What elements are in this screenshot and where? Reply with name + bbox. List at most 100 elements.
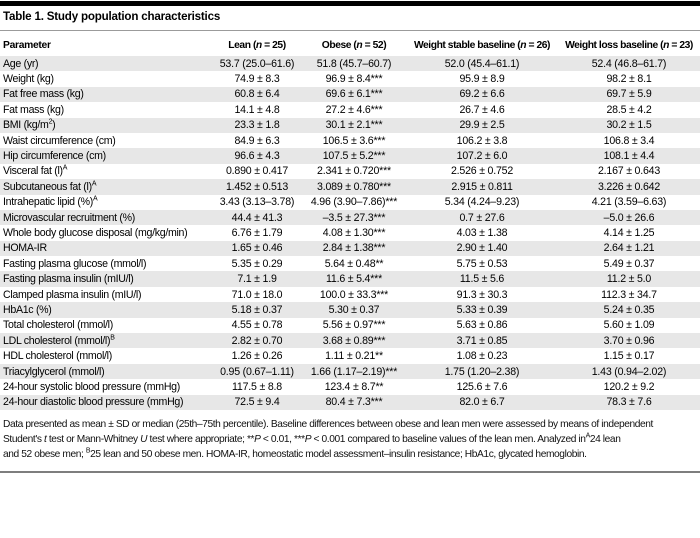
value-cell: 1.43 (0.94–2.02)	[591, 365, 667, 378]
value-cell: –3.5 ± 27.3***	[322, 211, 386, 224]
param-cell: BMI (kg/m2)	[3, 118, 56, 132]
value-cell: 78.3 ± 7.6	[606, 396, 652, 409]
param-cell: HOMA-IR	[3, 242, 47, 255]
value-cell: 69.7 ± 5.9	[606, 88, 652, 101]
value-cell: 5.60 ± 1.09	[603, 319, 655, 332]
value-cell: 1.75 (1.20–2.38)	[444, 365, 520, 378]
table-row: Clamped plasma insulin (mIU/l) 71.0 ± 18.…	[0, 287, 700, 302]
value-cell: 0.95 (0.67–1.11)	[220, 365, 294, 378]
value-cell: 11.5 ± 5.6	[459, 273, 505, 286]
value-cell: 72.5 ± 9.4	[234, 396, 280, 409]
value-cell: 3.71 ± 0.85	[456, 334, 508, 347]
value-cell: 106.5 ± 3.6***	[322, 134, 386, 147]
value-cell: 69.2 ± 6.6	[459, 88, 505, 101]
table-row: HOMA-IR 1.65 ± 0.46 2.84 ± 1.38*** 2.90 ± 1…	[0, 240, 700, 257]
table-row: HbA1c (%) 5.18 ± 0.37 5.30 ± 0.37 5.33 ± 0.…	[0, 302, 700, 318]
table-row: Fat mass (kg) 14.1 ± 4.8 27.2 ± 4.6*** 26.7…	[0, 102, 700, 117]
value-cell: 30.1 ± 2.1***	[325, 119, 383, 132]
table-row: Age (yr) 53.7 (25.0–61.6) 51.8 (45.7–60.7)…	[0, 56, 700, 72]
value-cell: 1.08 ± 0.23	[456, 350, 508, 363]
study-characteristics-table: Parameter Lean (n = 25) Obese (n = 52) Weig…	[0, 30, 700, 410]
value-cell: 107.5 ± 5.2***	[322, 150, 386, 163]
value-cell: 5.56 ± 0.97***	[322, 319, 386, 332]
column-header: Weight stable baseline (n = 26)	[413, 40, 551, 51]
param-cell: Fat free mass (kg)	[3, 88, 84, 101]
param-cell: Subcutaneous fat (l)A	[3, 180, 97, 193]
value-cell: 5.35 ± 0.29	[231, 257, 283, 270]
table-row: Weight (kg) 74.9 ± 8.3 96.9 ± 8.4*** 95.9 ±…	[0, 71, 700, 86]
param-cell: HDL cholesterol (mmol/l)	[3, 350, 112, 363]
value-cell: 1.452 ± 0.513	[225, 180, 289, 193]
value-cell: 5.63 ± 0.86	[456, 319, 508, 332]
footnote-line: Student's t test or Mann-Whitney U test …	[3, 432, 621, 446]
value-cell: 53.7 (25.0–61.6)	[219, 57, 295, 70]
value-cell: 1.11 ± 0.21**	[325, 350, 383, 363]
column-header: Lean (n = 25)	[228, 40, 286, 51]
value-cell: 100.0 ± 33.3***	[319, 288, 389, 301]
value-cell: –5.0 ± 26.6	[603, 211, 655, 224]
value-cell: 5.75 ± 0.53	[456, 257, 508, 270]
value-cell: 1.65 ± 0.46	[231, 242, 283, 255]
value-cell: 60.8 ± 6.4	[234, 88, 280, 101]
table-row: Total cholesterol (mmol/l) 4.55 ± 0.78 5.5…	[0, 318, 700, 333]
param-cell: 24-hour diastolic blood pressure (mmHg)	[3, 396, 184, 409]
param-cell: Fasting plasma insulin (mIU/l)	[3, 273, 134, 286]
param-cell: 24-hour systolic blood pressure (mmHg)	[3, 380, 181, 393]
value-cell: 7.1 ± 1.9	[237, 273, 277, 286]
column-header-parameter: Parameter	[3, 40, 51, 51]
value-cell: 52.0 (45.4–61.1)	[444, 57, 520, 70]
footnote-line: Data presented as mean ± SD or median (2…	[3, 419, 653, 430]
value-cell: 0.890 ± 0.417	[225, 165, 289, 178]
value-cell: 98.2 ± 8.1	[606, 73, 652, 86]
value-cell: 2.915 ± 0.811	[451, 180, 513, 193]
param-cell: Triacylglycerol (mmol/l)	[3, 365, 105, 378]
value-cell: 3.226 ± 0.642	[597, 180, 661, 193]
table-row: Waist circumference (cm) 84.9 ± 6.3 106.5 …	[0, 133, 700, 148]
value-cell: 91.3 ± 30.3	[456, 288, 508, 301]
value-cell: 44.4 ± 41.3	[231, 211, 283, 224]
value-cell: 82.0 ± 6.7	[459, 396, 505, 409]
param-cell: LDL cholesterol (mmol/l)B	[3, 334, 115, 347]
param-cell: Waist circumference (cm)	[3, 134, 116, 147]
table-row: Intrahepatic lipid (%)A 3.43 (3.13–3.78) 4…	[0, 195, 700, 210]
table-bottom-rule	[0, 471, 700, 473]
value-cell: 5.33 ± 0.39	[456, 303, 508, 316]
table-row: Visceral fat (l)A 0.890 ± 0.417 2.341 ± 0.…	[0, 164, 700, 179]
value-cell: 6.76 ± 1.79	[231, 226, 283, 239]
value-cell: 3.70 ± 0.96	[603, 334, 655, 347]
value-cell: 23.3 ± 1.8	[234, 119, 280, 132]
param-cell: Whole body glucose disposal (mg/kg/min)	[3, 226, 188, 239]
table-row: Triacylglycerol (mmol/l) 0.95 (0.67–1.11)…	[0, 363, 700, 380]
table-row: Fat free mass (kg) 60.8 ± 6.4 69.6 ± 6.1**…	[0, 86, 700, 103]
table-row: 24-hour diastolic blood pressure (mmHg) 7…	[0, 394, 700, 410]
value-cell: 51.8 (45.7–60.7)	[316, 57, 392, 70]
param-cell: Fat mass (kg)	[3, 103, 64, 116]
value-cell: 4.55 ± 0.78	[231, 319, 283, 332]
param-cell: Intrahepatic lipid (%)A	[3, 195, 98, 209]
value-cell: 3.089 ± 0.780***	[317, 180, 391, 193]
value-cell: 27.2 ± 4.6***	[325, 103, 383, 116]
column-header: Weight loss baseline (n = 23)	[565, 40, 693, 51]
value-cell: 80.4 ± 7.3***	[325, 396, 383, 409]
param-cell: Fasting plasma glucose (mmol/l)	[3, 257, 147, 270]
table-row: HDL cholesterol (mmol/l) 1.26 ± 0.26 1.11 …	[0, 348, 700, 363]
param-cell: HbA1c (%)	[3, 303, 52, 316]
value-cell: 125.6 ± 7.6	[456, 380, 508, 393]
value-cell: 4.21 (3.59–6.63)	[591, 196, 667, 209]
table-title: Table 1. Study population characteristic…	[3, 10, 221, 23]
param-cell: Clamped plasma insulin (mIU/l)	[3, 288, 142, 301]
value-cell: 14.1 ± 4.8	[234, 103, 280, 116]
value-cell: 28.5 ± 4.2	[606, 103, 652, 116]
table-header-row: Parameter Lean (n = 25) Obese (n = 52) Weig…	[0, 31, 700, 56]
value-cell: 5.64 ± 0.48**	[324, 257, 384, 270]
value-cell: 69.6 ± 6.1***	[325, 88, 383, 101]
value-cell: 120.2 ± 9.2	[603, 380, 655, 393]
value-cell: 4.14 ± 1.25	[603, 226, 655, 239]
value-cell: 5.18 ± 0.37	[231, 303, 283, 316]
value-cell: 3.43 (3.13–3.78)	[219, 196, 295, 209]
table-row: LDL cholesterol (mmol/l)B 2.82 ± 0.70 3.68…	[0, 333, 700, 349]
table-row: Hip circumference (cm) 96.6 ± 4.3 107.5 ± …	[0, 148, 700, 164]
value-cell: 4.03 ± 1.38	[456, 226, 508, 239]
footnote-line: and 52 obese men; B25 lean and 50 obese …	[3, 448, 587, 461]
table-top-bar	[0, 1, 700, 6]
